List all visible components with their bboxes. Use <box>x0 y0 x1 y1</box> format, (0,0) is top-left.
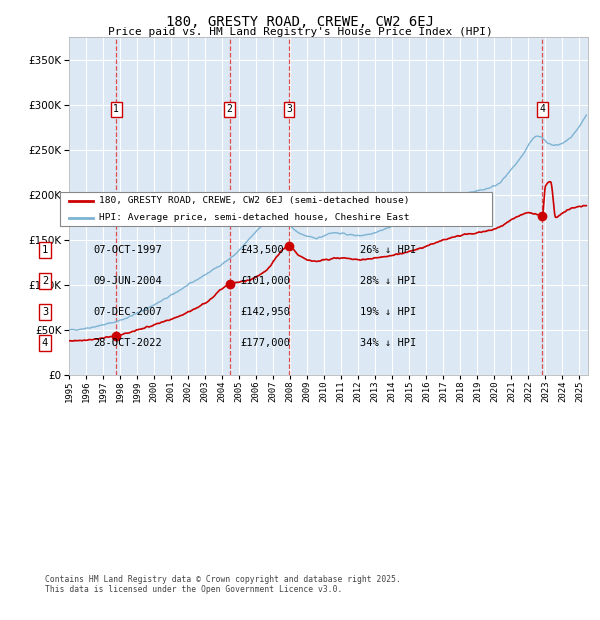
Text: £142,950: £142,950 <box>240 307 290 317</box>
Text: 19% ↓ HPI: 19% ↓ HPI <box>360 307 416 317</box>
Text: 28% ↓ HPI: 28% ↓ HPI <box>360 276 416 286</box>
Text: 180, GRESTY ROAD, CREWE, CW2 6EJ (semi-detached house): 180, GRESTY ROAD, CREWE, CW2 6EJ (semi-d… <box>99 196 409 205</box>
Text: 09-JUN-2004: 09-JUN-2004 <box>93 276 162 286</box>
Text: 26% ↓ HPI: 26% ↓ HPI <box>360 245 416 255</box>
Text: 2: 2 <box>227 104 233 114</box>
Text: 3: 3 <box>42 307 48 317</box>
Text: £101,000: £101,000 <box>240 276 290 286</box>
Text: 180, GRESTY ROAD, CREWE, CW2 6EJ: 180, GRESTY ROAD, CREWE, CW2 6EJ <box>166 16 434 30</box>
Text: 4: 4 <box>539 104 545 114</box>
Text: 4: 4 <box>42 338 48 348</box>
Text: Price paid vs. HM Land Registry's House Price Index (HPI): Price paid vs. HM Land Registry's House … <box>107 27 493 37</box>
Text: £177,000: £177,000 <box>240 338 290 348</box>
Text: 1: 1 <box>42 245 48 255</box>
Text: 28-OCT-2022: 28-OCT-2022 <box>93 338 162 348</box>
Text: 1: 1 <box>113 104 119 114</box>
Text: 07-DEC-2007: 07-DEC-2007 <box>93 307 162 317</box>
Text: HPI: Average price, semi-detached house, Cheshire East: HPI: Average price, semi-detached house,… <box>99 213 409 223</box>
Text: 2: 2 <box>42 276 48 286</box>
Text: 3: 3 <box>286 104 292 114</box>
Text: £43,500: £43,500 <box>240 245 284 255</box>
Text: 07-OCT-1997: 07-OCT-1997 <box>93 245 162 255</box>
Text: 34% ↓ HPI: 34% ↓ HPI <box>360 338 416 348</box>
Text: Contains HM Land Registry data © Crown copyright and database right 2025.
This d: Contains HM Land Registry data © Crown c… <box>45 575 401 594</box>
